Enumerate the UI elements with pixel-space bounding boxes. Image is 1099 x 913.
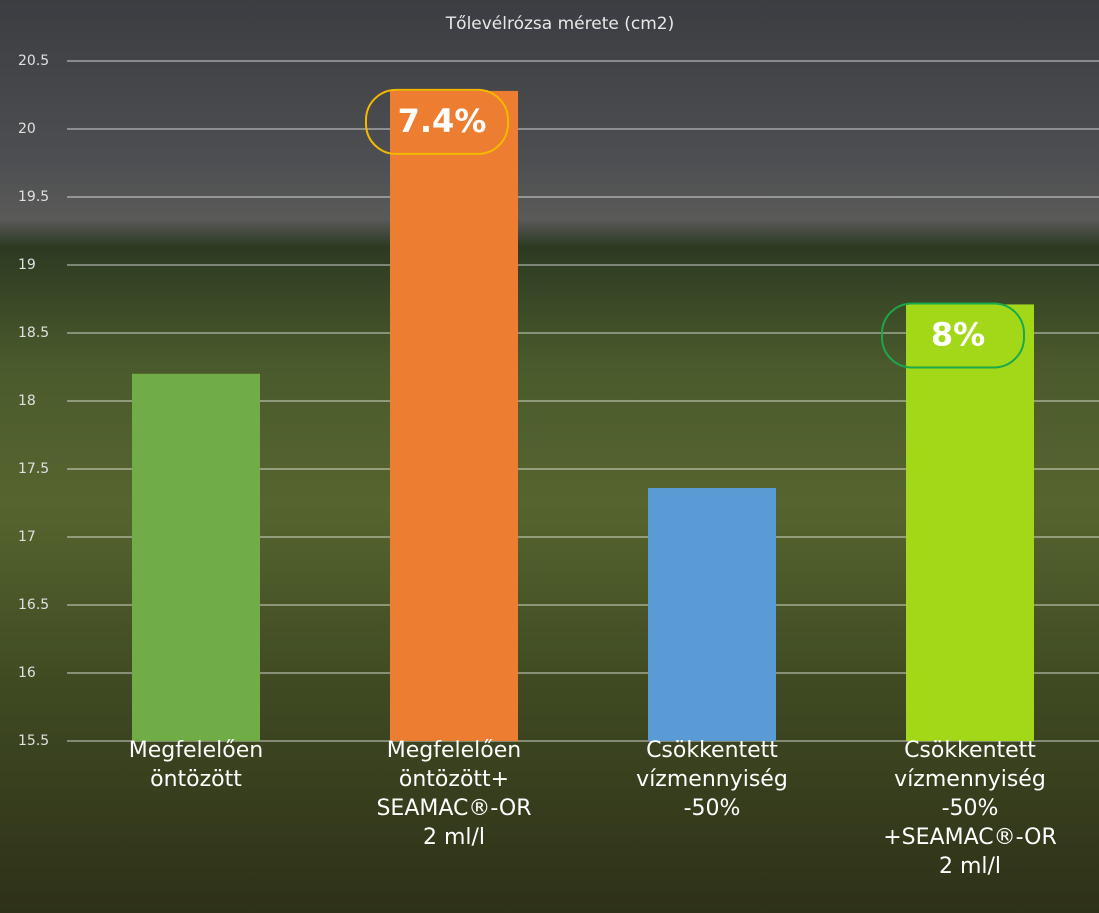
y-tick-label: 19.5 [18,189,49,205]
x-tick-label: Csökkentett vízmennyiség -50% [592,736,832,823]
y-tick-label: 16 [18,665,36,681]
y-tick-label: 17.5 [18,461,49,477]
x-tick-label: Megfelelően öntözött+ SEAMAC®-OR 2 ml/l [334,736,574,852]
chart: Tőlevélrózsa mérete (cm2) 15.5 16 16.5 17 17… [0,0,1099,913]
bar [648,488,776,741]
annotation: 8% [931,315,985,353]
x-tick-label: Csökkentett vízmennyiség -50% +SEAMAC®-O… [850,736,1090,881]
bar [390,91,518,741]
y-tick-label: 17 [18,529,36,545]
y-tick-label: 20.5 [18,53,49,69]
chart-title: Tőlevélrózsa mérete (cm2) [445,14,674,34]
y-tick-label: 20 [18,121,36,137]
y-tick-label: 18 [18,393,36,409]
y-tick-label: 19 [18,257,36,273]
y-tick-label: 15.5 [18,733,49,749]
bar [906,304,1034,741]
x-tick-label: Megfelelően öntözött [76,736,316,794]
y-tick-label: 16.5 [18,597,49,613]
annotation: 7.4% [398,102,487,140]
bar [132,374,260,741]
y-tick-label: 18.5 [18,325,49,341]
